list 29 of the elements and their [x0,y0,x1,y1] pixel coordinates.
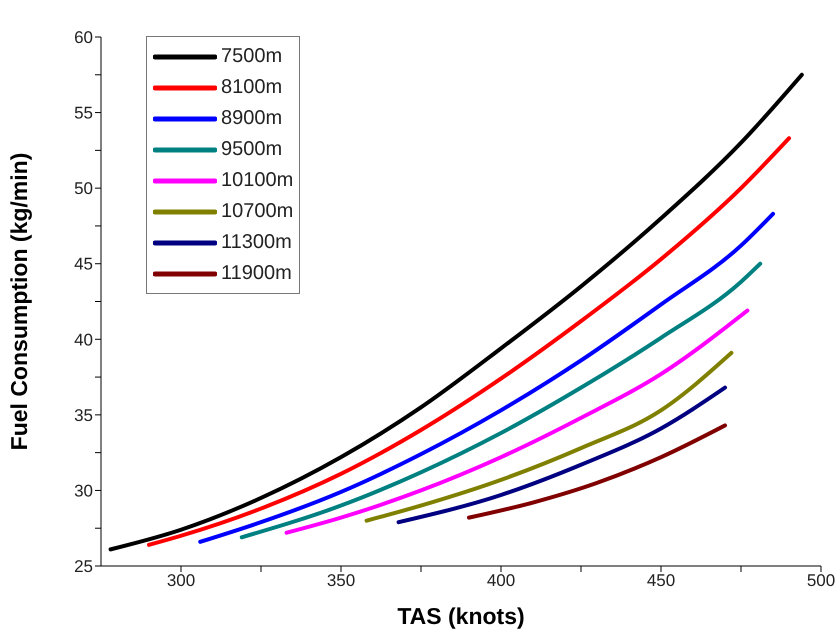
y-tick-label: 55 [74,104,93,123]
legend-label: 11300m [221,231,292,254]
legend-label: 8900m [221,107,282,130]
line-series [396,386,727,524]
legend-label: 10100m [221,169,294,192]
x-tick-label: 450 [646,571,676,590]
y-tick-label: 25 [74,557,93,576]
y-tick-label: 50 [74,179,93,198]
line-series [284,308,750,535]
x-tick-label: 400 [486,571,516,590]
y-tick-label: 30 [74,481,93,500]
y-tick-label: 45 [74,254,93,274]
legend-label: 9500m [221,138,282,161]
y-tick-label: 40 [74,330,93,350]
x-axis-title: TAS (knots) [397,603,525,629]
line-series [364,350,734,523]
line-series [147,136,791,547]
line-series [467,423,727,520]
y-axis-title: Fuel Consumption (kg/min) [6,152,32,450]
legend-label: 7500m [221,45,282,68]
y-tick-label: 60 [74,28,93,48]
legend-label: 11900m [221,262,292,285]
legend-label: 8100m [221,76,282,99]
y-tick-label: 35 [74,406,93,425]
line-series [108,72,804,552]
x-tick-label: 300 [166,571,196,590]
x-tick-label: 350 [326,571,356,590]
legend-label: 10700m [221,200,294,223]
x-tick-label: 500 [806,571,836,590]
